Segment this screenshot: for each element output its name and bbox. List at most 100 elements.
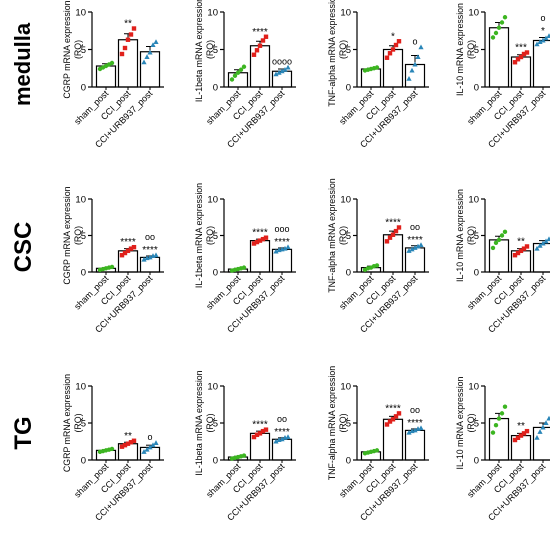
bar: [139, 51, 161, 88]
data-point: [524, 50, 530, 55]
data-point: [147, 254, 153, 260]
y-tick-label: 0: [81, 83, 86, 94]
significance-stars: ****: [252, 228, 268, 239]
data-point: [257, 43, 263, 48]
data-point: [125, 441, 131, 446]
data-point: [418, 425, 424, 431]
data-point: [232, 73, 238, 78]
y-tick-label: 10: [207, 195, 218, 206]
data-point: [490, 430, 496, 435]
data-point: [125, 248, 131, 254]
data-point: [384, 239, 390, 244]
data-point: [496, 416, 502, 421]
data-point: [543, 238, 549, 244]
y-axis-label: IL-10 mRNA expression: [455, 3, 465, 96]
data-point: [390, 47, 396, 52]
significance-stars: **: [517, 421, 525, 432]
data-point: [502, 404, 508, 409]
data-point: [285, 434, 291, 440]
y-tick-label: 10: [468, 195, 479, 206]
data-point: [141, 256, 147, 262]
y-tick-label: 10: [468, 382, 479, 393]
significance-circles: oooo: [272, 57, 292, 67]
data-point: [518, 54, 524, 60]
data-point: [546, 415, 550, 421]
y-tick-label: 5: [81, 419, 86, 430]
data-point: [518, 433, 524, 438]
data-point: [374, 65, 380, 70]
y-tick-label: 5: [346, 45, 351, 56]
significance-stars: ****: [252, 420, 268, 431]
bar: [532, 39, 550, 88]
data-point: [282, 66, 288, 72]
y-axis-unit: (RQ): [205, 226, 215, 245]
significance-stars: ****: [407, 235, 423, 246]
y-axis-label: CGRP mRNA expression: [62, 0, 72, 98]
data-point: [144, 446, 150, 452]
y-tick-label: 0: [474, 83, 479, 94]
y-axis-unit: (RQ): [338, 413, 348, 432]
data-point: [537, 242, 543, 248]
data-point: [396, 411, 402, 416]
data-point: [415, 243, 421, 249]
data-point: [490, 245, 496, 251]
significance-circles: ooo: [274, 224, 289, 234]
significance-circles: oo: [277, 414, 287, 424]
y-tick-label: 10: [207, 8, 218, 19]
data-point: [241, 64, 247, 69]
y-axis-label: IL-1beta mRNA expression: [194, 370, 204, 475]
data-point: [490, 35, 496, 40]
data-point: [418, 242, 424, 247]
y-axis-unit: (RQ): [466, 413, 476, 432]
data-point: [128, 246, 134, 251]
data-point: [251, 241, 257, 246]
significance-stars: ****: [407, 418, 423, 429]
y-axis-unit: (RQ): [73, 413, 83, 432]
y-axis-label: CGRP mRNA expression: [62, 374, 72, 472]
data-point: [406, 248, 412, 253]
significance-circles: o: [412, 36, 417, 46]
significance-stars: *: [391, 31, 395, 42]
data-point: [260, 38, 266, 43]
data-point: [512, 437, 518, 443]
data-point: [131, 438, 137, 443]
y-tick-label: 5: [213, 45, 218, 56]
data-point: [540, 240, 546, 246]
data-point: [257, 238, 263, 243]
y-axis-unit: (RQ): [338, 226, 348, 245]
data-point: [415, 54, 421, 59]
data-point: [537, 429, 543, 434]
data-point: [153, 39, 159, 44]
bar: [404, 63, 426, 88]
data-point: [122, 45, 128, 51]
data-point: [153, 252, 159, 258]
data-point: [279, 68, 285, 74]
data-point: [147, 49, 153, 55]
y-axis-label: TNF-alpha mRNA expression: [327, 178, 337, 293]
data-point: [390, 417, 396, 422]
y-axis-unit: (RQ): [73, 40, 83, 59]
data-point: [384, 55, 390, 60]
y-tick-label: 0: [346, 268, 351, 279]
data-point: [534, 41, 540, 47]
y-tick-label: 10: [75, 8, 86, 19]
data-point: [128, 440, 134, 445]
data-point: [543, 420, 549, 425]
y-tick-label: 0: [346, 456, 351, 467]
data-point: [512, 60, 518, 65]
data-point: [493, 30, 499, 36]
data-point: [524, 244, 530, 249]
significance-stars: *: [541, 26, 545, 37]
data-point: [276, 69, 282, 75]
data-point: [387, 235, 393, 240]
data-point: [150, 42, 156, 47]
data-point: [387, 419, 393, 424]
data-point: [254, 432, 260, 438]
